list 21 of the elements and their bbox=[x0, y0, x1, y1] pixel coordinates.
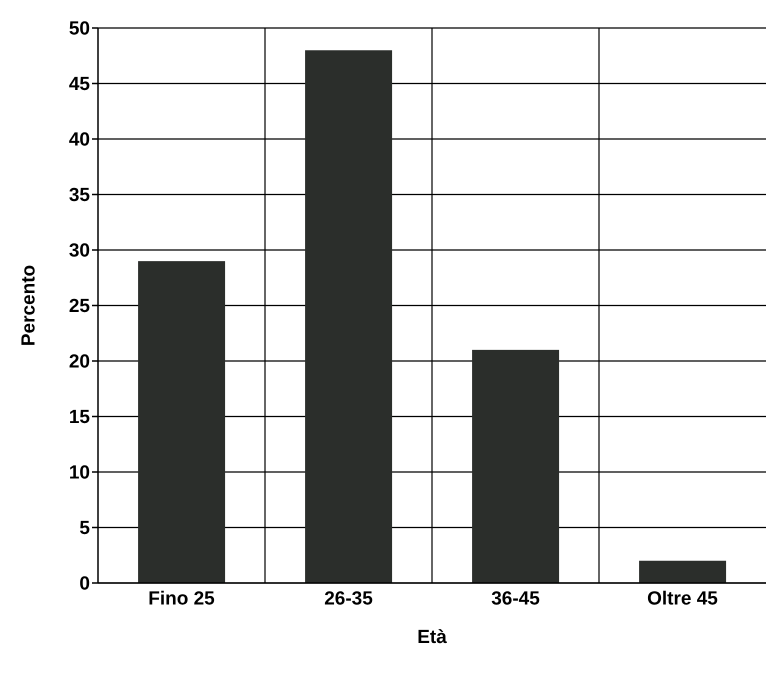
bar bbox=[305, 50, 392, 583]
x-tick-label: 36-45 bbox=[491, 588, 540, 610]
bar bbox=[138, 261, 226, 583]
x-tick-label: Fino 25 bbox=[148, 588, 216, 610]
y-tick-label: 35 bbox=[68, 185, 90, 206]
y-tick-label: 25 bbox=[68, 296, 90, 318]
y-tick-label: 0 bbox=[79, 574, 90, 595]
y-tick-label: 45 bbox=[68, 74, 90, 96]
y-tick-label: 40 bbox=[68, 130, 90, 151]
y-tick-label: 20 bbox=[68, 352, 90, 373]
y-tick-label: 50 bbox=[68, 18, 90, 40]
x-axis-title: Età bbox=[417, 627, 448, 648]
y-tick-label: 10 bbox=[68, 462, 90, 484]
x-tick-label: 26-35 bbox=[324, 588, 374, 610]
y-tick-label: 30 bbox=[68, 240, 90, 262]
x-tick-label: Oltre 45 bbox=[647, 588, 718, 610]
bar bbox=[639, 560, 726, 583]
bar bbox=[472, 350, 560, 583]
y-tick-label: 5 bbox=[79, 518, 90, 540]
y-tick-label: 15 bbox=[68, 407, 90, 428]
y-axis-title: Percento bbox=[18, 264, 40, 346]
